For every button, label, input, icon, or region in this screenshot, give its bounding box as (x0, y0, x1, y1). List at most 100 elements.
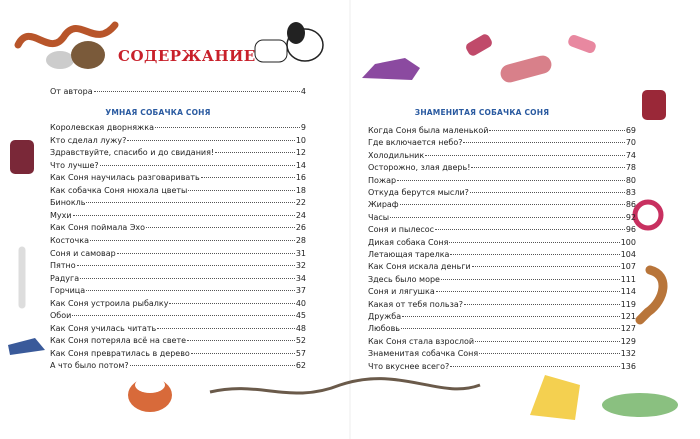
toc-entry: Любовь 127 (368, 323, 636, 334)
entry-title: Летающая тарелка (368, 250, 450, 259)
toc-entry: Какая от тебя польза? 119 (368, 299, 636, 310)
toc-entry: Бинокль 22 (50, 197, 306, 208)
entry-page: 96 (625, 225, 636, 235)
dot-leader (471, 167, 625, 169)
entry-title: Здравствуйте, спасибо и до свидания! (50, 148, 215, 158)
entry-title: Где включается небо? (368, 138, 463, 148)
jam-jar (10, 140, 34, 174)
dog-ear (287, 22, 305, 44)
toc-entry: Пожар 80 (368, 175, 636, 186)
plate (602, 393, 678, 417)
entry-title: Радуга (50, 273, 80, 283)
toc-entry: Здесь было море 111 (368, 274, 636, 285)
entry-title: Как Соня поймала Эхо (50, 223, 146, 233)
entry-page: 62 (295, 361, 306, 371)
toc-entry: Как Соня искала деньги 107 (368, 261, 636, 272)
dot-leader (450, 365, 620, 367)
section-heading: УМНАЯ СОБАЧКА СОНЯ (105, 108, 211, 117)
entry-page: 121 (620, 312, 636, 321)
entry-page: 45 (295, 311, 306, 321)
hedgehog (71, 41, 105, 69)
entry-page: 111 (620, 274, 636, 284)
dog-body (254, 39, 288, 63)
toc-entry: А что было потом? 62 (50, 360, 306, 371)
entry-title: Жираф (368, 200, 399, 210)
entry-page: 32 (295, 261, 306, 271)
entry-title: Часы (368, 212, 390, 222)
entry-page: 136 (620, 361, 636, 371)
slipper (362, 58, 420, 80)
entry-title: А что было потом? (50, 361, 129, 371)
entry-page: 28 (295, 235, 306, 245)
entry-page: 48 (295, 323, 306, 333)
toc-entry: Королевская дворняжка 9 (50, 122, 306, 133)
entry-page: 14 (295, 160, 306, 170)
entry-page: 4 (300, 87, 306, 96)
entry-page: 119 (620, 299, 636, 309)
entry-title: Осторожно, злая дверь! (368, 163, 471, 173)
jam-jar (642, 90, 666, 120)
entry-title: Дружба (368, 312, 402, 321)
entry-title: Соня и лягушка (368, 287, 435, 297)
toc-entry: Обои 45 (50, 310, 306, 321)
dot-leader (390, 216, 625, 218)
toc-entry: Кто сделал лужу? 10 (50, 135, 306, 146)
entry-page: 129 (620, 336, 636, 346)
bowl-inside (135, 377, 165, 393)
toc-entry: Соня и самовар 31 (50, 248, 306, 259)
shoe (8, 338, 45, 355)
dot-leader (146, 227, 295, 229)
entry-title: Мухи (50, 210, 72, 220)
dot-leader (215, 152, 295, 154)
entry-page: 34 (295, 273, 306, 283)
dot-leader (475, 340, 620, 342)
dot-leader (399, 204, 625, 206)
dot-leader (425, 154, 625, 156)
toc-entry: Горчица 37 (50, 285, 306, 296)
toc-entry: Знаменитая собачка Соня 132 (368, 348, 636, 359)
dot-leader (187, 340, 295, 342)
dot-leader (401, 328, 620, 330)
entry-page: 57 (295, 348, 306, 358)
entry-page: 78 (625, 163, 636, 173)
dot-leader (86, 290, 295, 292)
dot-leader (397, 179, 625, 181)
dot-leader (127, 139, 295, 141)
entry-title: Когда Соня была маленькой (368, 126, 489, 135)
toc-entry: Часы 92 (368, 212, 636, 223)
toc-entry: Соня и лягушка 114 (368, 286, 636, 297)
entry-page: 70 (625, 138, 636, 148)
entry-page: 127 (620, 324, 636, 334)
chicken-leg (635, 265, 668, 325)
entry-page: 86 (625, 200, 636, 210)
toc-entry: Здравствуйте, спасибо и до свидания! 12 (50, 147, 306, 158)
entry-page: 74 (625, 150, 636, 160)
toc-entry: Как Соня превратилась в дерево 57 (50, 348, 306, 359)
toc-entry: Где включается небо? 70 (368, 137, 636, 148)
dot-leader (479, 353, 620, 355)
entry-page: 18 (295, 185, 306, 195)
mouse (46, 51, 74, 69)
dot-leader (99, 164, 295, 166)
entry-title: Дикая собака Соня (368, 237, 449, 247)
entry-title: Знаменитая собачка Соня (368, 349, 479, 359)
entry-page: 37 (295, 286, 306, 296)
cheese (530, 375, 580, 420)
dot-leader (449, 241, 620, 243)
entry-title: Соня и самовар (50, 248, 116, 258)
entry-page: 16 (295, 173, 306, 183)
entry-title: Пожар (368, 175, 397, 185)
entry-page: 52 (295, 336, 306, 346)
toc-entry: Мухи 24 (50, 210, 306, 221)
entry-title: Соня и пылесос (368, 225, 435, 235)
toc-entry: Холодильник 74 (368, 150, 636, 161)
entry-title: Кто сделал лужу? (50, 135, 127, 145)
entry-page: 22 (295, 198, 306, 208)
dot-leader (489, 130, 625, 131)
dot-leader (435, 291, 620, 293)
entry-title: Здесь было море (368, 274, 440, 284)
entry-title: Какая от тебя польза? (368, 299, 463, 309)
entry-page: 114 (620, 287, 636, 297)
